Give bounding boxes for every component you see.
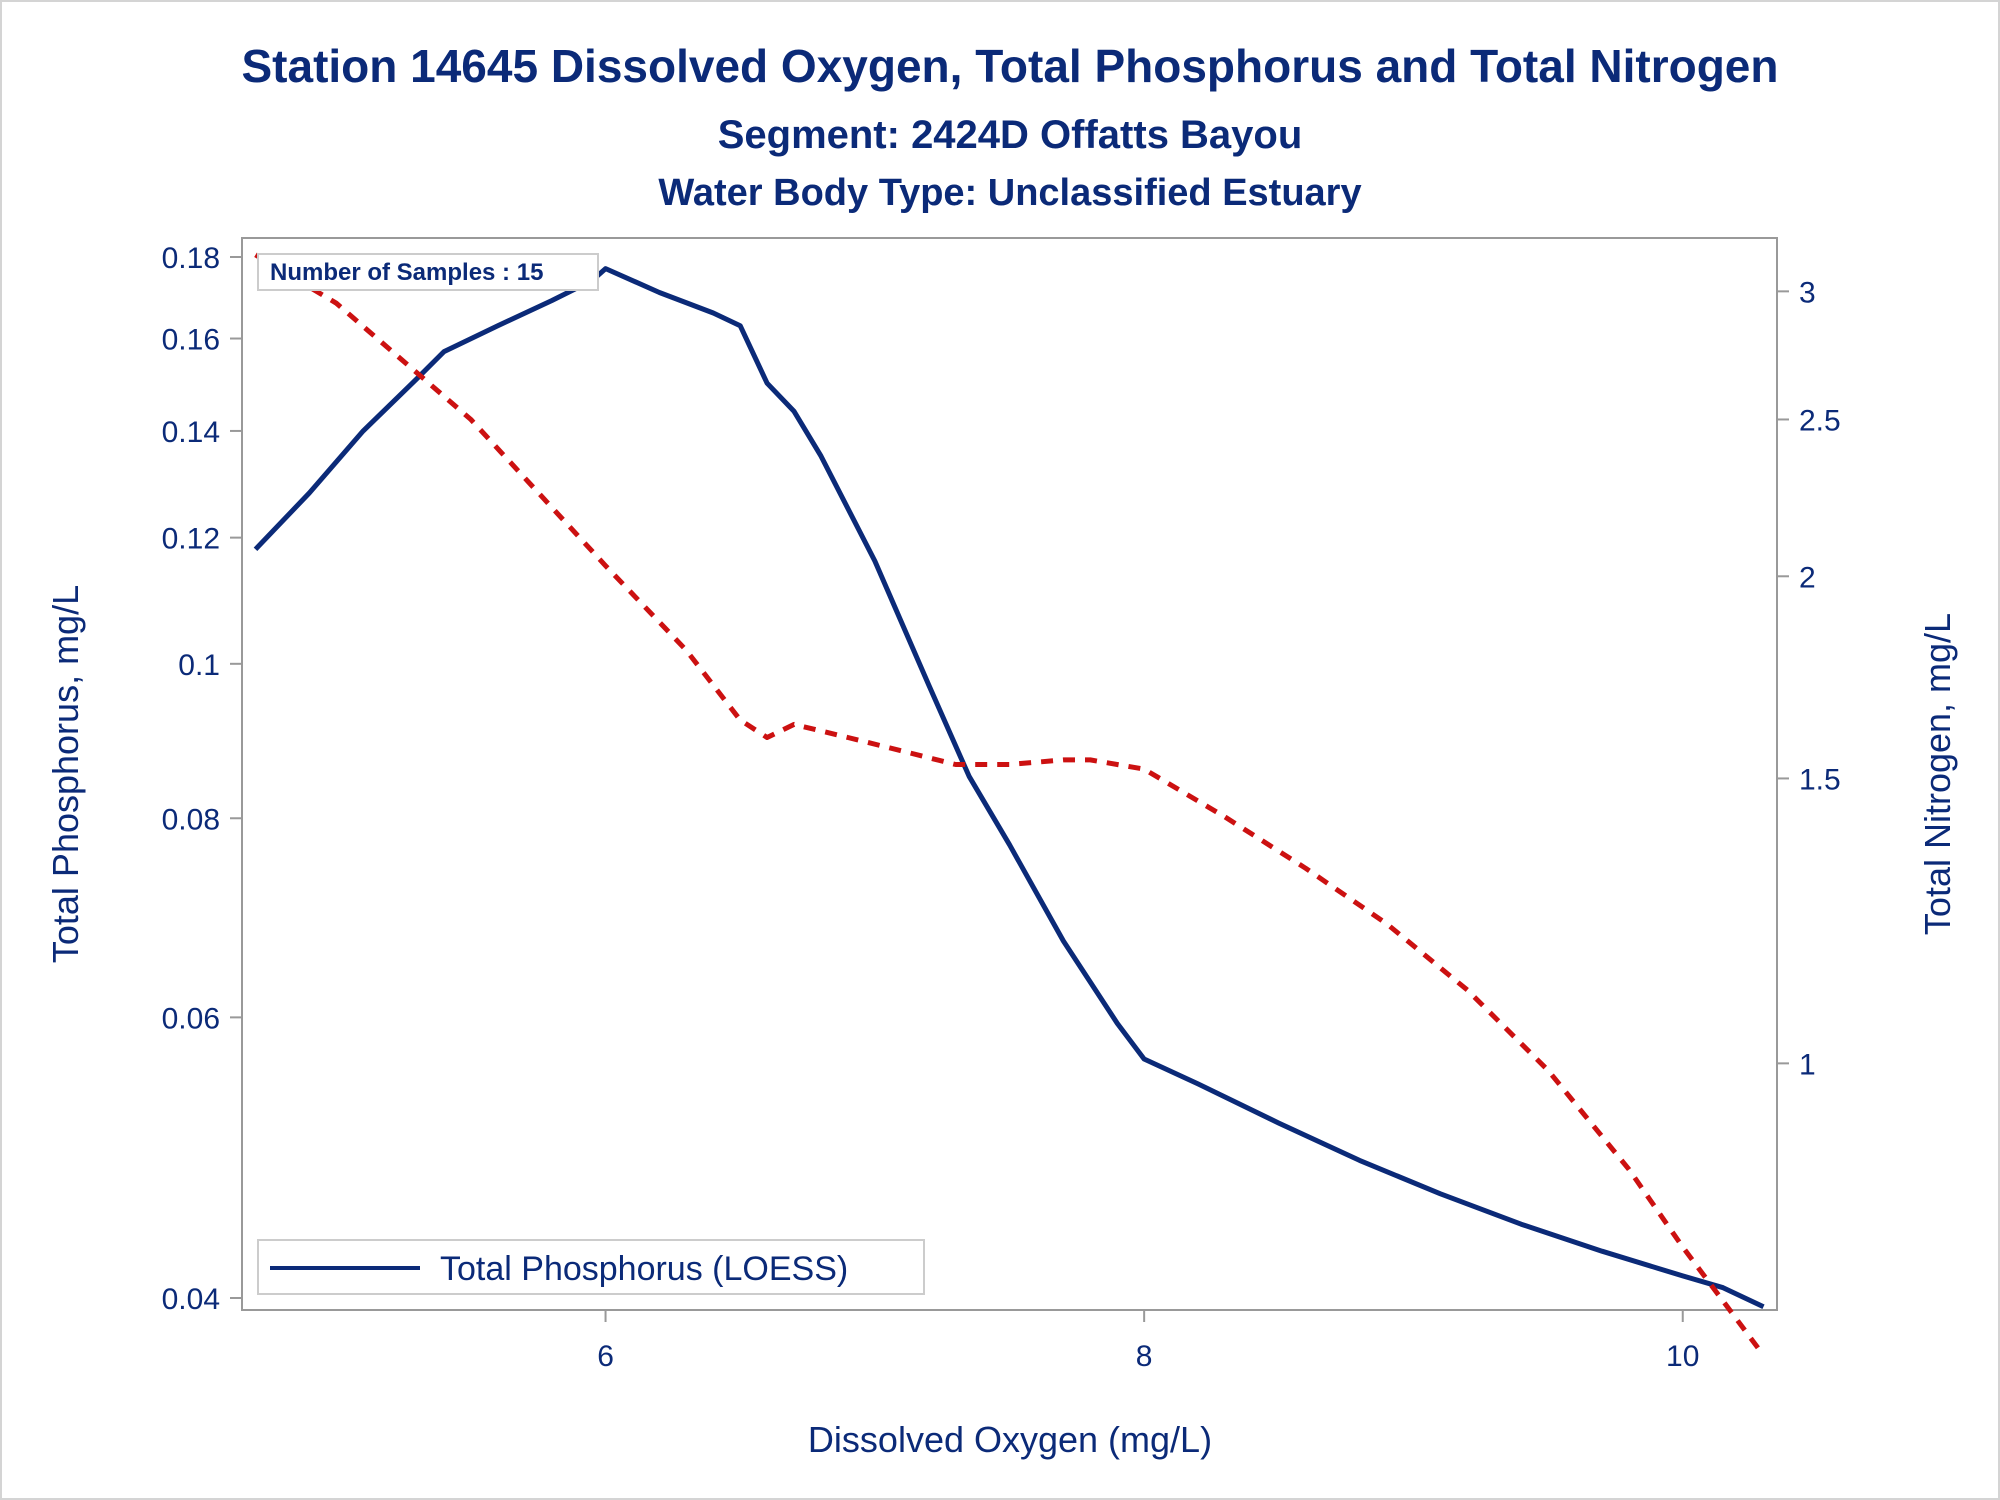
x-tick-label: 10 bbox=[1666, 1340, 1699, 1373]
series-line-total-nitrogen bbox=[254, 252, 1766, 1357]
y-tick-label: 0.08 bbox=[162, 803, 220, 836]
y-tick-label: 0.04 bbox=[162, 1283, 220, 1316]
y2-tick-label: 1 bbox=[1799, 1048, 1816, 1081]
y2-tick-label: 2.5 bbox=[1799, 404, 1841, 437]
legend-label-phosphorus: Total Phosphorus (LOESS) bbox=[440, 1250, 848, 1288]
y-tick-label: 0.16 bbox=[162, 324, 220, 357]
y-axis-right: 1 1.5 2 2.5 3 bbox=[1777, 276, 1841, 1081]
x-tick-label: 6 bbox=[597, 1340, 614, 1373]
y2-tick-label: 3 bbox=[1799, 276, 1816, 309]
y2-tick-label: 1.5 bbox=[1799, 763, 1841, 796]
chart-title: Station 14645 Dissolved Oxygen, Total Ph… bbox=[241, 40, 1778, 92]
y2-tick-label: 2 bbox=[1799, 561, 1816, 594]
x-axis-label: Dissolved Oxygen (mg/L) bbox=[808, 1419, 1212, 1460]
sample-count-text: Number of Samples : 15 bbox=[270, 259, 543, 286]
plot-area bbox=[241, 237, 1778, 1311]
y-tick-label: 0.18 bbox=[162, 242, 220, 275]
y-tick-label: 0.12 bbox=[162, 523, 220, 556]
chart-subtitle: Segment: 2424D Offatts Bayou bbox=[718, 113, 1303, 157]
x-tick-label: 8 bbox=[1136, 1340, 1153, 1373]
y-axis-left: 0.04 0.06 0.08 0.1 0.12 0.14 0.16 0.18 bbox=[162, 242, 242, 1316]
x-axis: 6 8 10 bbox=[597, 1310, 1699, 1373]
y-axis-label: Total Phosphorus, mg/L bbox=[45, 585, 86, 963]
y-tick-label: 0.1 bbox=[178, 649, 220, 682]
chart-subtitle-2: Water Body Type: Unclassified Estuary bbox=[658, 172, 1361, 214]
y-tick-label: 0.06 bbox=[162, 1002, 220, 1035]
series-layer bbox=[253, 252, 1766, 1357]
series-line-total-phosphorus bbox=[253, 266, 1765, 1309]
y2-axis-label: Total Nitrogen, mg/L bbox=[1917, 613, 1958, 935]
y-tick-label: 0.14 bbox=[162, 416, 220, 449]
sample-count-box bbox=[257, 253, 599, 291]
